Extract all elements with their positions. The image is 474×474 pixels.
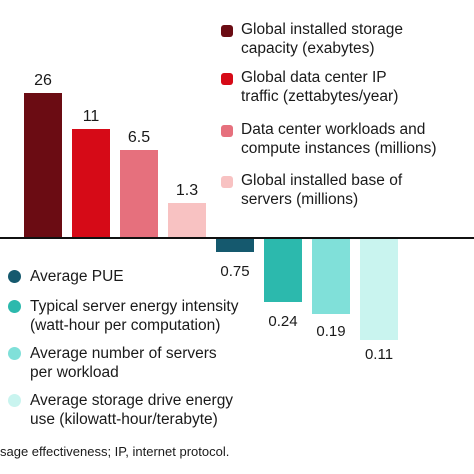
legend-swatch: [8, 300, 21, 313]
legend-item-increase-2: Global data center IP traffic (zettabytes…: [221, 68, 398, 106]
data-label-decrease-4: 0.11: [365, 346, 393, 363]
legend-item-increase-3: Data center workloads and compute instanc…: [221, 120, 437, 158]
data-label-increase-1: 26: [34, 72, 52, 89]
bar-increase-1: [24, 93, 62, 237]
legend-swatch: [221, 25, 233, 37]
legend-item-decrease-2: Typical server energy intensity (watt-hou…: [8, 297, 238, 335]
legend-swatch: [221, 176, 233, 188]
legend-swatch: [8, 347, 21, 360]
bar-decrease-3: [312, 239, 350, 314]
legend-item-decrease-1: Average PUE: [8, 267, 124, 286]
legend-item-increase-4: Global installed base of servers (million…: [221, 171, 402, 209]
data-label-decrease-1: 0.75: [220, 263, 249, 280]
legend-item-decrease-4: Average storage drive energy use (kilowat…: [8, 391, 233, 429]
legend-label: Data center workloads and compute instanc…: [241, 121, 437, 157]
legend-label: Global installed base of servers (million…: [241, 172, 403, 208]
legend-swatch: [221, 125, 233, 137]
legend-item-increase-1: Global installed storage capacity (exabyt…: [221, 20, 403, 58]
data-label-decrease-2: 0.24: [268, 313, 297, 330]
legend-label: Global installed storage capacity (exabyt…: [241, 21, 403, 57]
legend-label: Average number of servers per workload: [30, 345, 217, 381]
legend-swatch: [221, 73, 233, 85]
data-label-decrease-3: 0.19: [316, 323, 345, 340]
legend-swatch: [8, 270, 21, 283]
data-label-increase-4: 1.3: [176, 182, 198, 199]
bar-decrease-4: [360, 239, 398, 340]
bar-increase-3: [120, 150, 158, 237]
legend-label: Typical server energy intensity (watt-hou…: [30, 298, 239, 334]
legend-label: Average storage drive energy use (kilowat…: [30, 392, 234, 428]
bar-decrease-1: [216, 239, 254, 252]
data-label-increase-2: 11: [83, 108, 100, 125]
bar-decrease-2: [264, 239, 302, 302]
legend-item-decrease-3: Average number of servers per workload: [8, 344, 217, 382]
legend-label: Average PUE: [30, 268, 124, 285]
footnote: sage effectiveness; IP, internet protoco…: [0, 444, 230, 459]
data-label-increase-3: 6.5: [128, 129, 150, 146]
bar-increase-2: [72, 129, 110, 237]
bar-increase-4: [168, 203, 206, 237]
legend-swatch: [8, 394, 21, 407]
legend-label: Global data center IP traffic (zettabytes…: [241, 69, 399, 105]
